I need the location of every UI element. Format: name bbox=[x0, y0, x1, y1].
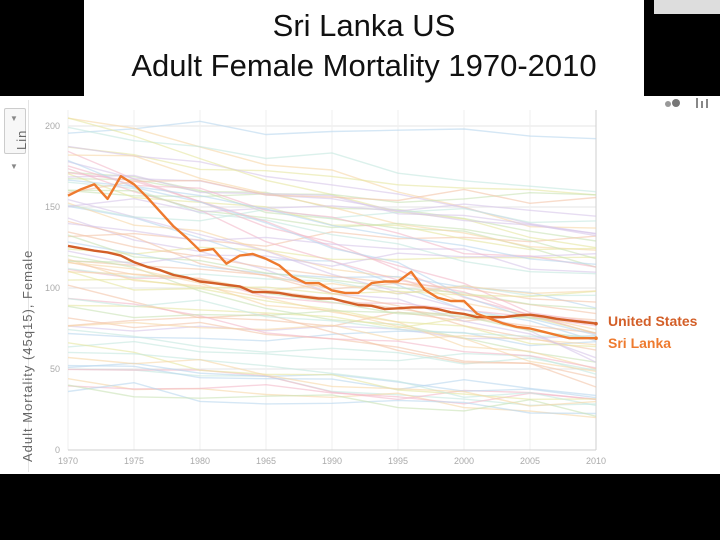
background-series-line bbox=[67, 340, 597, 375]
background-series-line bbox=[67, 159, 597, 336]
background-series-line bbox=[67, 328, 597, 372]
background-series-line bbox=[67, 384, 597, 417]
title-line-1: Sri Lanka US bbox=[272, 8, 456, 43]
bar-view-icon bbox=[706, 99, 708, 108]
x-tick-label: 1965 bbox=[256, 456, 276, 466]
bar-view-icon bbox=[696, 98, 698, 108]
background-series-line bbox=[67, 204, 597, 224]
bar-view-icon bbox=[701, 101, 703, 108]
background-series-line bbox=[67, 179, 597, 205]
background-series-line bbox=[67, 351, 597, 407]
background-series-line bbox=[67, 126, 597, 193]
y-tick-label: 50 bbox=[50, 364, 60, 374]
series-line-united-states bbox=[67, 244, 597, 325]
chart-view-toolbar[interactable] bbox=[654, 0, 720, 14]
series-line-sri-lanka bbox=[67, 175, 596, 340]
series-end-point-united-states bbox=[594, 321, 598, 326]
background-series-line bbox=[67, 271, 597, 295]
background-series-line bbox=[67, 270, 597, 348]
title-line-2: Adult Female Mortality 1970-2010 bbox=[131, 48, 597, 83]
bubble-view-icon bbox=[665, 101, 671, 107]
background-series-line bbox=[67, 259, 597, 315]
x-tick-label: 1980 bbox=[190, 456, 210, 466]
slide-title: Sri Lanka US Adult Female Mortality 1970… bbox=[84, 0, 644, 96]
background-series-line bbox=[67, 297, 597, 338]
background-series-line bbox=[67, 342, 597, 401]
background-series-line bbox=[67, 246, 597, 261]
background-series-line bbox=[67, 364, 597, 397]
y-tick-label: 0 bbox=[55, 445, 60, 455]
x-tick-label: 2010 bbox=[586, 456, 606, 466]
background-series-line bbox=[67, 120, 597, 140]
series-end-point-sri-lanka bbox=[594, 336, 598, 341]
bubble-view-icon bbox=[672, 99, 680, 107]
background-series-line bbox=[67, 154, 597, 251]
background-series-line bbox=[67, 234, 597, 310]
background-series-line bbox=[67, 146, 597, 196]
background-series-line bbox=[67, 231, 597, 247]
background-series-line bbox=[67, 179, 597, 265]
scale-caret-icon: ▼ bbox=[10, 114, 18, 123]
x-tick-label: 2000 bbox=[454, 456, 474, 466]
background-series-line bbox=[67, 161, 597, 235]
x-tick-label: 1975 bbox=[124, 456, 144, 466]
y-axis-selector[interactable] bbox=[0, 100, 29, 472]
background-series-line bbox=[67, 189, 597, 204]
indicator-caret-icon: ▼ bbox=[10, 162, 18, 171]
background-series-line bbox=[67, 222, 597, 273]
series-label-united-states: United States bbox=[608, 313, 698, 329]
background-series-line bbox=[67, 250, 597, 267]
background-series-line bbox=[67, 356, 597, 407]
scale-toggle-button[interactable] bbox=[4, 108, 26, 154]
background-series-line bbox=[67, 231, 597, 303]
background-series-line bbox=[67, 197, 597, 217]
background-series-line bbox=[67, 172, 597, 323]
x-tick-label: 1970 bbox=[58, 456, 78, 466]
background-series-line bbox=[67, 178, 597, 242]
background-series-line bbox=[67, 189, 597, 260]
y-tick-label: 100 bbox=[45, 283, 60, 293]
background-series-line bbox=[67, 330, 597, 347]
y-tick-label: 150 bbox=[45, 202, 60, 212]
x-tick-label: 2005 bbox=[520, 456, 540, 466]
background-series-line bbox=[67, 165, 597, 268]
background-series-line bbox=[67, 381, 597, 415]
x-tick-label: 1990 bbox=[322, 456, 342, 466]
x-tick-label: 1995 bbox=[388, 456, 408, 466]
background-series-line bbox=[67, 278, 597, 298]
series-label-sri-lanka: Sri Lanka bbox=[608, 335, 671, 351]
background-series-line bbox=[67, 117, 597, 229]
y-tick-label: 200 bbox=[45, 121, 60, 131]
